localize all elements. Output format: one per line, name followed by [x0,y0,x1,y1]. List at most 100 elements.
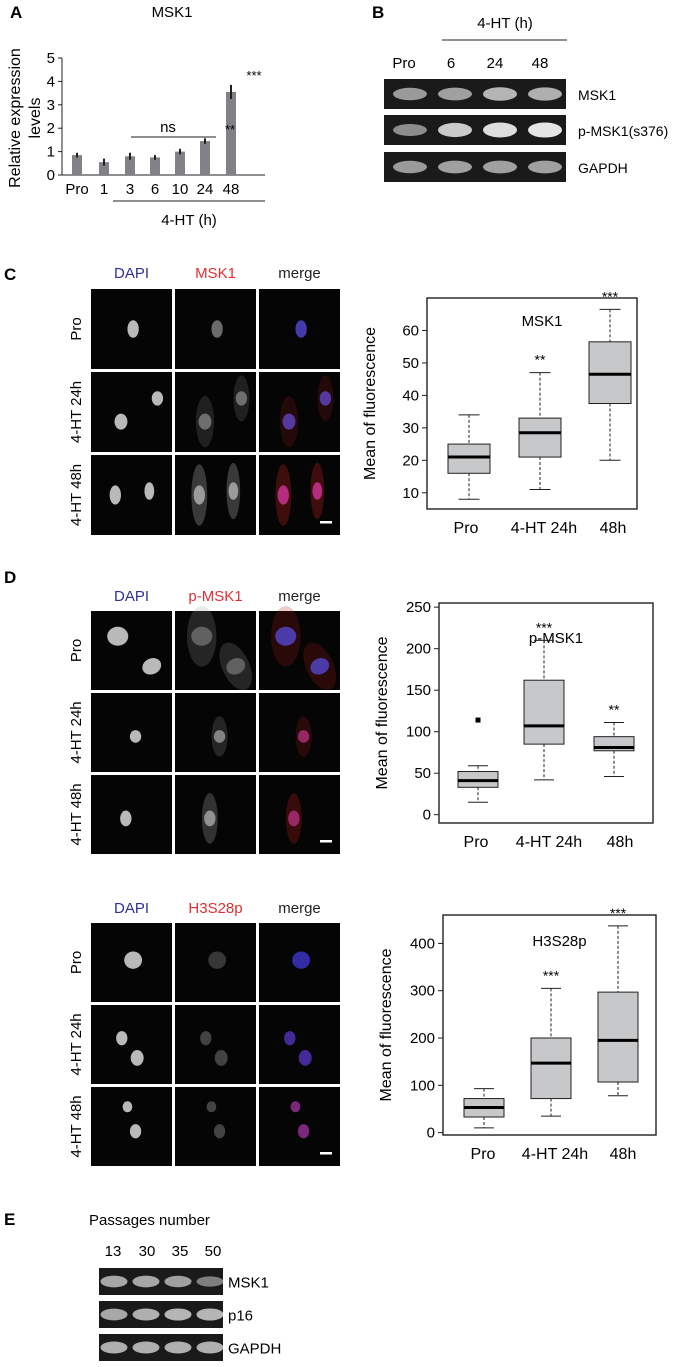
boxplot-h3s28p: H3S28p Mean of fluorescence 0 100 200 300 400 P… [378,905,657,1163]
blot-lane-label: 30 [139,1243,156,1260]
cell-signal [233,375,250,422]
boxplot-outlier [475,717,481,723]
nucleus-merge [297,730,310,743]
blot-band-label: GAPDH [228,1341,281,1358]
micrograph-tile [259,611,340,690]
chart-a-bar [175,151,185,175]
blot-band [393,160,427,174]
boxplot-ytick-label: 50 [402,355,419,372]
channel-label: DAPI [114,265,149,282]
nucleus-signal [200,1031,212,1046]
nucleus-dapi [151,391,164,406]
channel-label: merge [278,900,321,917]
nucleus-dapi [109,485,121,505]
boxplot-xtick-label: Pro [454,520,479,537]
chart-a-ytick-label: 0 [47,167,55,184]
nucleus-merge [288,810,300,827]
boxplot-ytick-label: 20 [402,452,419,469]
blot-band-label: GAPDH [578,160,628,176]
row-label: 4-HT 24h [68,1013,85,1075]
boxplot-box [597,991,639,1083]
nucleus-dapi [142,658,162,675]
blot-band [483,160,517,174]
channel-label: merge [278,265,321,282]
chart-a-xtick-label: 1 [100,181,108,198]
micrograph-tile [175,372,256,452]
nucleus-dapi [107,626,129,646]
blot-band-label: p16 [228,1308,253,1325]
scale-bar [320,840,332,843]
boxplot-ytick-label: 100 [410,1077,435,1094]
nucleus-dapi [129,1124,142,1139]
micrograph-tile [91,1005,172,1084]
nucleus-signal [214,1050,228,1066]
micrograph-tile [175,923,256,1002]
blot-band [196,1276,224,1287]
blot-band [132,1341,160,1354]
nucleus-dapi [120,810,132,827]
nucleus-dapi [116,1031,128,1046]
blot-band-label: MSK1 [228,1275,269,1292]
chart-a-bar [226,91,236,175]
chart-a-xlabel: 4-HT (h) [161,212,217,229]
micrograph-tile [91,611,172,690]
boxplot-ylabel: Mean of fluorescence [362,327,379,480]
chart-a-ns-label: ns [160,119,176,136]
boxplot-ytick-label: 0 [427,1125,435,1142]
row-label: 4-HT 24h [68,381,85,443]
scale-bar [320,1152,332,1155]
panel-letter-d: D [4,568,16,587]
chart-a-xtick-labels: Pro 1 3 6 10 24 48 [65,181,239,198]
blot-band [528,160,562,174]
nucleus-merge [284,1031,296,1046]
micrograph-tile [175,611,256,690]
blot-lane-label: 48 [532,55,549,72]
blot-band [438,87,472,101]
boxplot-significance: *** [543,967,560,983]
blot-lane-label: 6 [447,55,455,72]
boxplot-box [530,1037,572,1100]
boxplot-ytick-label: 0 [423,807,431,824]
nucleus-signal [211,320,223,338]
chart-a-ytick-label: 4 [47,73,55,90]
blot-lane-label: 13 [105,1243,122,1260]
boxplot-title: H3S28p [532,933,586,950]
row-label: Pro [68,951,85,974]
chart-a-xtick-label: 48 [223,181,240,198]
chart-a-bars [72,84,236,175]
boxplot-msk1: MSK1 Mean of fluorescence 10 20 30 40 50 60 Pro *… [362,288,638,537]
nucleus-merge [312,482,323,500]
boxplot-ytick-label: 40 [402,387,419,404]
chart-a-xtick-label: Pro [65,181,88,198]
nucleus-dapi [114,413,128,430]
blot-band [438,160,472,174]
blot-lane-label: 50 [205,1243,222,1260]
chart-a-bar [72,155,82,175]
micrograph-tile [91,455,172,535]
nucleus-signal [213,730,226,743]
micrograph-tile [175,455,256,535]
chart-a-ytick-label: 5 [47,50,55,67]
blot-band [483,87,517,101]
boxplot-xtick-label: 48h [607,834,634,851]
blot-band-label: p-MSK1(s376) [578,123,668,139]
nucleus-signal [226,658,246,675]
cell-signal [186,605,217,667]
chart-a-ytick-label: 2 [47,120,55,137]
boxplot-ytick-label: 200 [410,1030,435,1047]
blot-band [528,87,562,101]
panel-letter-b: B [372,3,384,22]
nucleus-dapi [122,1101,133,1113]
chart-a-ylabel-line2: levels [27,98,44,139]
channel-label: merge [278,588,321,605]
boxplot-ytick-label: 400 [410,935,435,952]
chart-a-bar [99,162,109,175]
chart-a-bar [200,141,210,175]
chart-a-xtick-label: 10 [172,181,189,198]
boxplot-xtick-label: Pro [471,1146,496,1163]
chart-a-xtick-label: 24 [197,181,214,198]
boxplot-ytick-label: 300 [410,983,435,1000]
blot-lane-label: 35 [172,1243,189,1260]
western-blot-e: Passages number 13 30 35 50 MSK1 p16 GAPDH [89,1212,281,1361]
panel-letter-a: A [10,3,22,22]
